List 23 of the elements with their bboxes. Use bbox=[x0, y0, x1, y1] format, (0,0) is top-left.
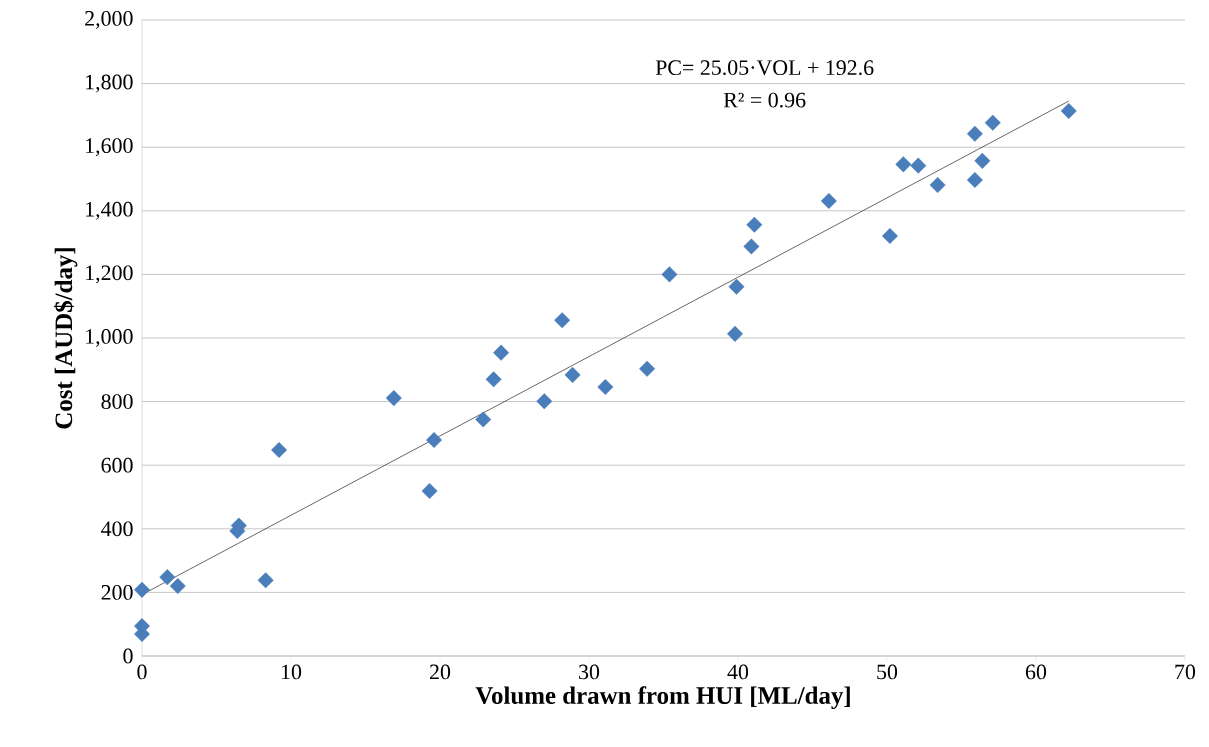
annotation: PC= 25.05·VOL + 192.6 bbox=[655, 60, 874, 76]
x-tick-label: 60 bbox=[1025, 664, 1047, 680]
annotation: R² = 0.96 bbox=[723, 92, 806, 108]
x-tick-label: 50 bbox=[877, 664, 898, 680]
y-tick-label: 1,000 bbox=[86, 329, 133, 347]
y-tick-label: 1,600 bbox=[86, 138, 133, 157]
y-tick-label: 0 bbox=[123, 648, 133, 664]
x-axis-title: Volume drawn from HUI [ML/day] bbox=[475, 686, 850, 710]
x-tick-label: 70 bbox=[1175, 664, 1196, 680]
x-tick-label: 40 bbox=[727, 664, 749, 680]
x-tick-label: 0 bbox=[137, 664, 147, 680]
y-tick-label: 1,800 bbox=[86, 74, 133, 93]
y-tick-label: 1,200 bbox=[86, 265, 133, 284]
y-tick-label: 400 bbox=[101, 521, 133, 537]
y-axis-title: Cost [AUD$/day] bbox=[53, 248, 78, 429]
x-tick-label: 10 bbox=[281, 664, 302, 680]
x-tick-label: 30 bbox=[579, 664, 600, 680]
y-tick-label: 1,400 bbox=[86, 201, 133, 220]
y-tick-label: 800 bbox=[101, 394, 133, 409]
x-tick-label: 20 bbox=[430, 664, 451, 680]
y-tick-label: 2,000 bbox=[85, 11, 133, 29]
y-tick-label: 200 bbox=[101, 585, 133, 600]
y-tick-label: 600 bbox=[101, 457, 133, 473]
